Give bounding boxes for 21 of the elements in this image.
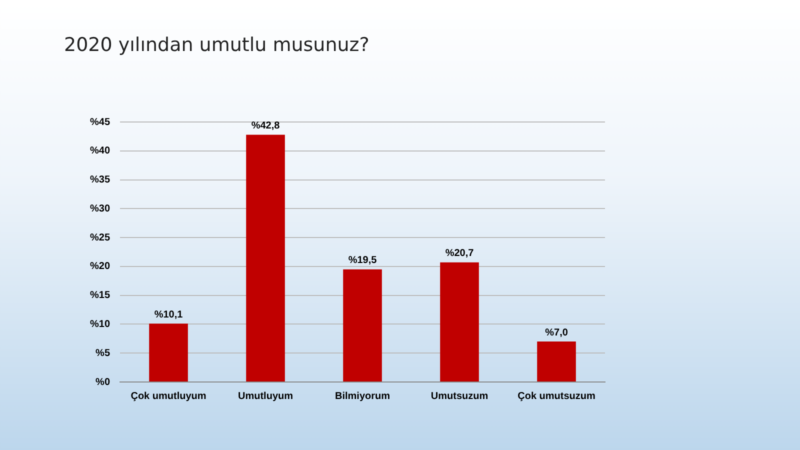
x-tick-label: Umutsuzum: [430, 390, 488, 402]
data-label: %19,5: [348, 255, 378, 266]
x-tick-label: Umutluyum: [238, 390, 294, 402]
y-tick-label: %0: [96, 376, 110, 388]
y-tick-label: %15: [90, 290, 110, 302]
chart-title: 2020 yılından umutlu musunuz?: [64, 34, 370, 56]
y-tick-label: %35: [90, 174, 110, 186]
y-tick-label: %5: [96, 348, 110, 359]
data-label: %42,8: [251, 120, 280, 132]
data-label: %7,0: [545, 327, 568, 338]
y-tick-label: %25: [90, 232, 110, 244]
y-tick-label: %10: [90, 318, 110, 330]
y-tick-label: %40: [90, 146, 110, 157]
y-tick-label: %20: [90, 261, 110, 272]
data-label: %10,1: [154, 309, 184, 320]
data-label: %20,7: [445, 248, 474, 260]
x-tick-label: Çok umutluyum: [130, 390, 206, 402]
y-tick-label: %30: [90, 203, 110, 214]
x-tick-label: Çok umutsuzum: [518, 390, 596, 402]
y-tick-label: %45: [90, 116, 110, 128]
x-tick-label: Bilmiyorum: [335, 390, 390, 402]
